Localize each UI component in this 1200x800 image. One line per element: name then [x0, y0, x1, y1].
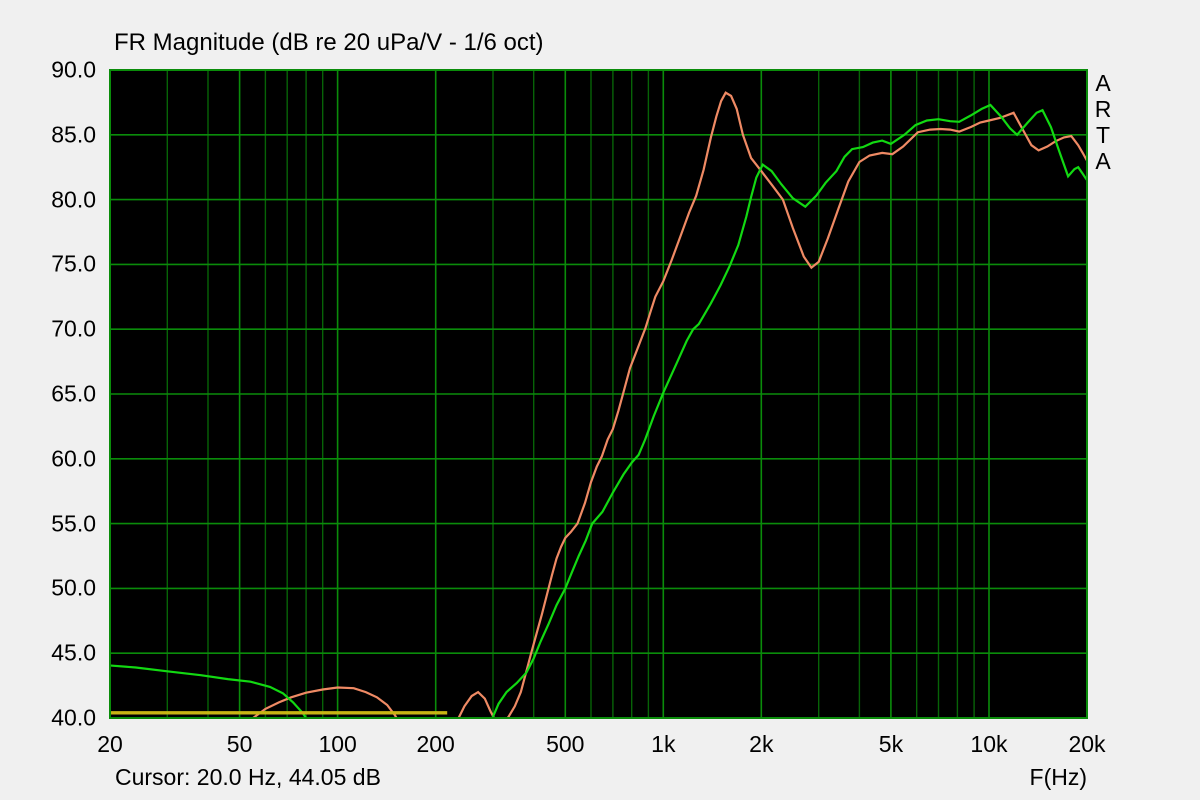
- x-tick-label: 100: [318, 731, 357, 757]
- cursor-readout: Cursor: 20.0 Hz, 44.05 dB: [115, 764, 381, 790]
- curve-measured-green: [111, 103, 1086, 717]
- x-tick-label: 500: [546, 731, 585, 757]
- arta-letter: T: [1095, 122, 1111, 148]
- y-tick-label: 40.0: [51, 704, 96, 731]
- x-tick-label: 200: [416, 731, 455, 757]
- y-tick-label: 65.0: [51, 380, 96, 407]
- y-tick-label: 60.0: [51, 445, 96, 472]
- x-tick-label: 10k: [970, 731, 1008, 757]
- x-axis-title: F(Hz): [1029, 764, 1087, 790]
- fr-plot-area[interactable]: [109, 69, 1088, 719]
- curve-overlay-red: [252, 91, 1086, 717]
- x-tick-label: 5k: [878, 731, 904, 757]
- y-tick-label: 45.0: [51, 639, 96, 666]
- y-tick-label: 50.0: [51, 574, 96, 601]
- y-tick-label: 90.0: [51, 56, 96, 83]
- x-tick-label: 2k: [749, 731, 774, 757]
- arta-letter: A: [1095, 70, 1111, 96]
- y-tick-label: 55.0: [51, 510, 96, 537]
- y-tick-label: 80.0: [51, 186, 96, 213]
- x-tick-label: 1k: [651, 731, 676, 757]
- y-tick-label: 75.0: [51, 250, 96, 277]
- x-tick-label: 20: [97, 731, 123, 757]
- arta-letter: R: [1094, 96, 1112, 122]
- plot-border: [109, 69, 1088, 719]
- y-tick-label: 85.0: [51, 121, 96, 148]
- x-tick-label: 50: [226, 731, 253, 757]
- arta-letter: A: [1095, 148, 1111, 174]
- y-tick-label: 70.0: [51, 315, 96, 342]
- chart-title: FR Magnitude (dB re 20 uPa/V - 1/6 oct): [114, 29, 544, 56]
- x-tick-label: 20k: [1068, 731, 1106, 757]
